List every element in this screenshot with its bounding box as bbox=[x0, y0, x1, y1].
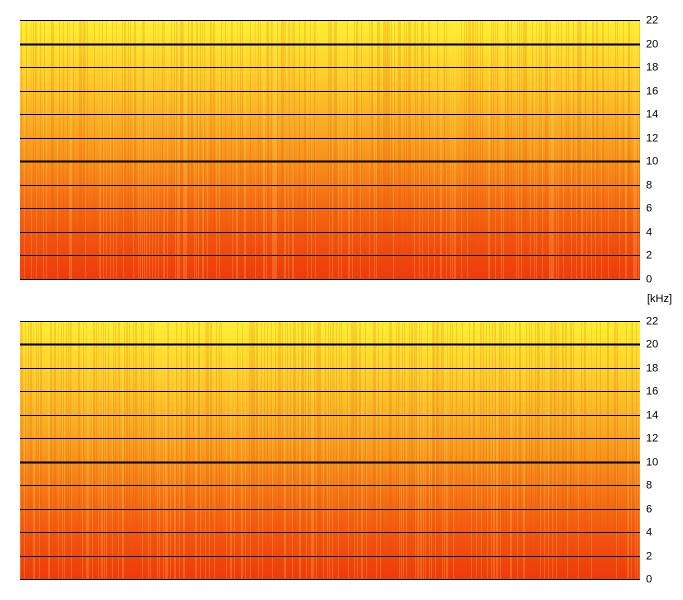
y-tick-label: 18 bbox=[646, 362, 658, 374]
y-tick-label: 8 bbox=[646, 479, 652, 491]
y-tick-label: 4 bbox=[646, 526, 652, 538]
y-tick-label: 2 bbox=[646, 550, 652, 562]
y-tick-label: 22 bbox=[646, 315, 658, 327]
y-tick-label: 14 bbox=[646, 108, 658, 120]
y-tick-label: 6 bbox=[646, 503, 652, 515]
y-tick-label: 20 bbox=[646, 38, 658, 50]
y-tick-label: 10 bbox=[646, 155, 658, 167]
spectrogram-texture bbox=[24, 20, 639, 279]
y-tick-label: 20 bbox=[646, 338, 658, 350]
y-tick-label: 16 bbox=[646, 385, 658, 397]
y-tick-label: 6 bbox=[646, 202, 652, 214]
y-tick-label: 0 bbox=[646, 273, 652, 285]
y-tick-label: 18 bbox=[646, 61, 658, 73]
y-tick-label: 2 bbox=[646, 249, 652, 261]
y-axis-label: [kHz] bbox=[647, 293, 672, 305]
spectrogram-image bbox=[20, 20, 640, 279]
y-tick-label: 12 bbox=[646, 132, 658, 144]
spectrogram-texture bbox=[20, 321, 640, 579]
spectrogram-texture bbox=[21, 20, 640, 279]
y-tick-label: 12 bbox=[646, 432, 658, 444]
y-tick-label: 22 bbox=[646, 14, 658, 26]
y-tick-label: 4 bbox=[646, 226, 652, 238]
y-tick-label: 8 bbox=[646, 179, 652, 191]
y-tick-label: 14 bbox=[646, 409, 658, 421]
y-tick-label: 16 bbox=[646, 85, 658, 97]
y-tick-label: 10 bbox=[646, 456, 658, 468]
spectrogram-texture bbox=[20, 321, 637, 579]
spectrogram-image bbox=[20, 321, 640, 579]
y-tick-label: 0 bbox=[646, 573, 652, 585]
